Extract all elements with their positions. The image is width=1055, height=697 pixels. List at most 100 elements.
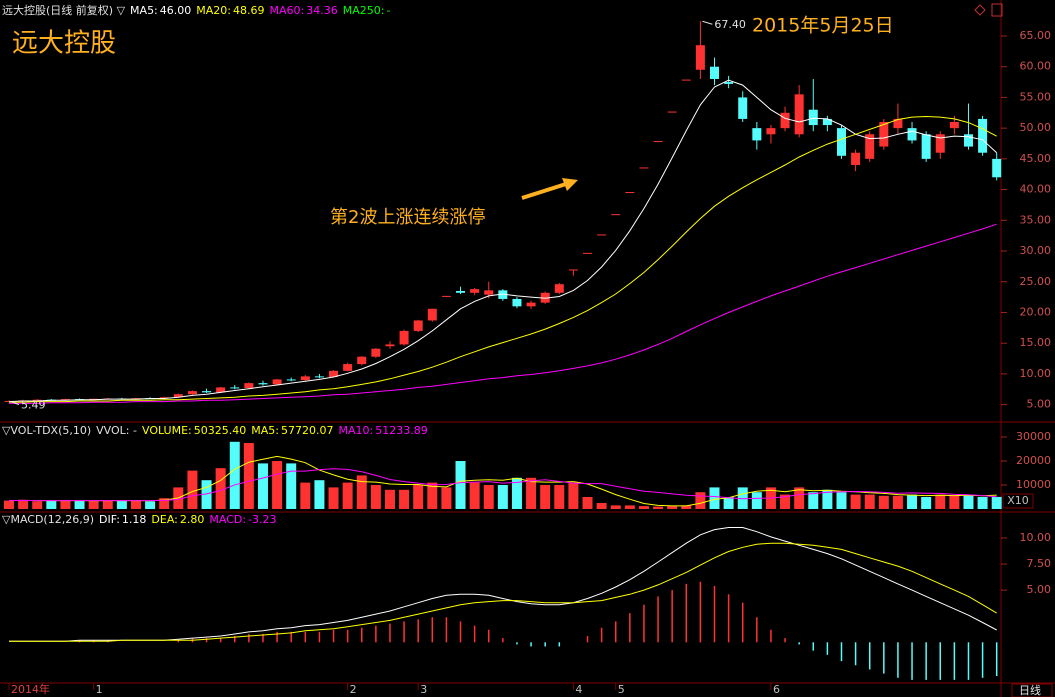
volume-bar (201, 480, 212, 509)
header-title: 远大控股(日线 前复权) ▽ (2, 4, 126, 17)
scale-label: X10 (1007, 494, 1029, 507)
volume-bar (328, 487, 339, 509)
volume-bar (88, 501, 99, 509)
volume-bar (780, 494, 791, 509)
y-tick-label: 60.00 (1020, 60, 1052, 73)
legend-name: MA60: (269, 4, 305, 17)
candle-body (427, 308, 437, 321)
volume-bar (483, 485, 494, 509)
candle-body (625, 192, 635, 194)
x-tick-label: 6 (773, 683, 780, 696)
volume-bar (624, 505, 635, 509)
volume-bar (116, 500, 127, 509)
y-tick-label: 35.00 (1020, 213, 1052, 226)
candle-body (329, 370, 339, 377)
candle-body (738, 97, 748, 119)
candle-body (60, 399, 70, 401)
candle-body (865, 134, 875, 159)
period-label: 日线 (1019, 683, 1041, 697)
annotation: 第2波上涨连续涨停 (330, 207, 485, 228)
y-tick-label: 10.00 (1020, 531, 1052, 544)
candle-body (992, 158, 1002, 178)
legend-name: DEA: (151, 513, 178, 526)
candle-body (583, 252, 593, 254)
legend-value: -3.23 (248, 513, 277, 526)
volume-bar (892, 495, 903, 509)
x-tick-label: 1 (96, 683, 103, 696)
volume-bar (229, 441, 240, 509)
header-title: ▽VOL-TDX(5,10) (2, 424, 92, 437)
window-icon[interactable] (991, 3, 1003, 17)
volume-bar (257, 463, 268, 509)
legend-value: 57720.07 (281, 424, 334, 437)
x-tick-label: 2 (350, 683, 357, 696)
volume-bar (356, 475, 367, 509)
legend-value: 1.18 (121, 513, 147, 526)
candle-body (766, 128, 776, 135)
legend-value: 46.00 (159, 4, 192, 17)
candle-body (371, 348, 381, 357)
chart-title: 远大控股 (12, 29, 116, 59)
volume-bar (399, 489, 410, 509)
candle-body (808, 109, 818, 126)
candle-body (724, 82, 734, 84)
candle-body (357, 356, 367, 365)
candle-body (893, 118, 903, 129)
volume-bar (554, 485, 565, 509)
y-tick-label: 30.00 (1020, 244, 1052, 257)
y-tick-label: 50.00 (1020, 121, 1052, 134)
volume-bar (74, 500, 85, 509)
volume-bar (653, 506, 664, 509)
min-marker (10, 401, 20, 406)
candle-body (187, 391, 197, 395)
volume-bar (314, 480, 325, 509)
menu-icon[interactable] (974, 4, 986, 16)
volume-bar (413, 485, 424, 509)
candle-body (879, 121, 889, 147)
candle-body (963, 134, 973, 147)
volume-ma-line (8, 455, 997, 507)
y-tick-label: 20000 (1016, 454, 1051, 467)
volume-bar (342, 482, 353, 509)
candle-body (794, 94, 804, 135)
volume-bar (850, 494, 861, 509)
annotation-arrow (521, 182, 567, 200)
legend-value: 48.69 (233, 4, 265, 17)
volume-bar (286, 463, 297, 509)
candle-body (695, 45, 705, 70)
volume-ma-line (8, 468, 997, 502)
volume-bar (568, 482, 579, 509)
candle-body (343, 364, 353, 371)
candle-body (949, 121, 959, 129)
macd-line (9, 527, 997, 642)
candle-body (441, 295, 451, 297)
candle-body (935, 134, 945, 153)
candle-body (230, 387, 240, 389)
volume-header: ▽VOL-TDX(5,10) VVOL: - VOLUME: 50325.40 MA5:… (2, 424, 433, 437)
legend-name: MA10: (338, 424, 374, 437)
volume-bar (638, 506, 649, 509)
volume-bar (751, 492, 762, 509)
legend-name: MA5: (251, 424, 279, 437)
candle-body (752, 128, 762, 141)
volume-bar (610, 505, 621, 509)
y-tick-label: 30000 (1016, 430, 1051, 443)
candle-body (639, 167, 649, 169)
candle-body (921, 134, 931, 159)
volume-bar (370, 485, 381, 509)
candle-body (173, 394, 183, 398)
volume-bar (427, 482, 438, 509)
candle-body (314, 376, 324, 378)
volume-bar (243, 443, 254, 509)
candle-body (456, 290, 466, 293)
volume-bar (723, 497, 734, 509)
y-tick-label: 45.00 (1020, 152, 1052, 165)
volume-bar (681, 505, 692, 509)
volume-bar (130, 500, 141, 509)
candle-body (978, 118, 988, 153)
candle-body (597, 234, 607, 236)
candle-body (470, 289, 480, 293)
candle-body (681, 79, 691, 81)
volume-bar (907, 494, 918, 509)
